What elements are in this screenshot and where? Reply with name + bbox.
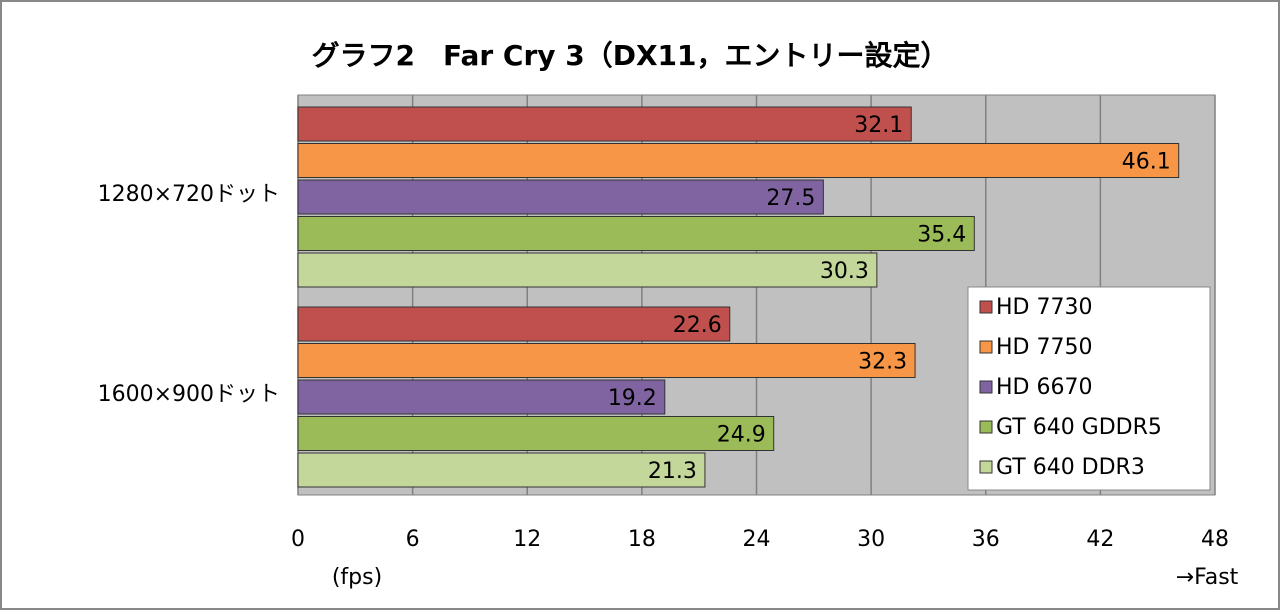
bar — [297, 379, 666, 415]
x-tick-label: 36 — [972, 527, 1000, 552]
legend-swatch — [979, 420, 993, 434]
legend-label: HD 7750 — [996, 335, 1092, 360]
bar — [297, 416, 775, 451]
bar — [297, 106, 912, 142]
x-axis-label: (fps) — [332, 565, 382, 590]
x-tick-label: 42 — [1086, 527, 1114, 552]
data-label: 27.5 — [766, 186, 815, 211]
data-label: 35.4 — [917, 223, 966, 248]
legend-swatch — [979, 460, 993, 474]
legend-label: HD 7730 — [996, 295, 1092, 320]
x-tick-label: 12 — [513, 527, 541, 552]
bar — [297, 306, 731, 342]
data-label: 22.6 — [673, 313, 722, 338]
y-tick-label: 1600×900ドット — [98, 382, 280, 407]
data-label: 30.3 — [820, 259, 869, 284]
bar — [297, 143, 1180, 178]
x-tick-label: 30 — [857, 527, 885, 552]
bar — [297, 252, 878, 288]
data-label: 24.9 — [717, 423, 766, 448]
bar — [297, 179, 824, 215]
legend-swatch — [979, 340, 993, 354]
bar — [297, 216, 975, 251]
legend-label: GT 640 GDDR5 — [996, 415, 1162, 440]
y-tick-label: 1280×720ドット — [98, 182, 280, 207]
annotation: →Fast — [1176, 565, 1239, 590]
bar — [297, 452, 706, 488]
bar — [297, 343, 916, 378]
legend — [967, 286, 1211, 491]
legend-swatch — [979, 380, 993, 394]
legend-swatch — [979, 300, 993, 314]
chart-title: グラフ2 Far Cry 3（DX11，エントリー設定） — [311, 39, 948, 72]
legend-label: HD 6670 — [996, 375, 1092, 400]
x-tick-label: 6 — [406, 527, 420, 552]
data-label: 32.1 — [854, 113, 903, 138]
data-label: 19.2 — [608, 386, 657, 411]
data-label: 21.3 — [648, 459, 697, 484]
data-label: 46.1 — [1122, 150, 1171, 175]
x-tick-label: 0 — [291, 527, 305, 552]
x-tick-label: 18 — [628, 527, 656, 552]
x-tick-label: 48 — [1201, 527, 1229, 552]
data-label: 32.3 — [858, 350, 907, 375]
x-tick-label: 24 — [743, 527, 771, 552]
legend-label: GT 640 DDR3 — [996, 455, 1145, 480]
